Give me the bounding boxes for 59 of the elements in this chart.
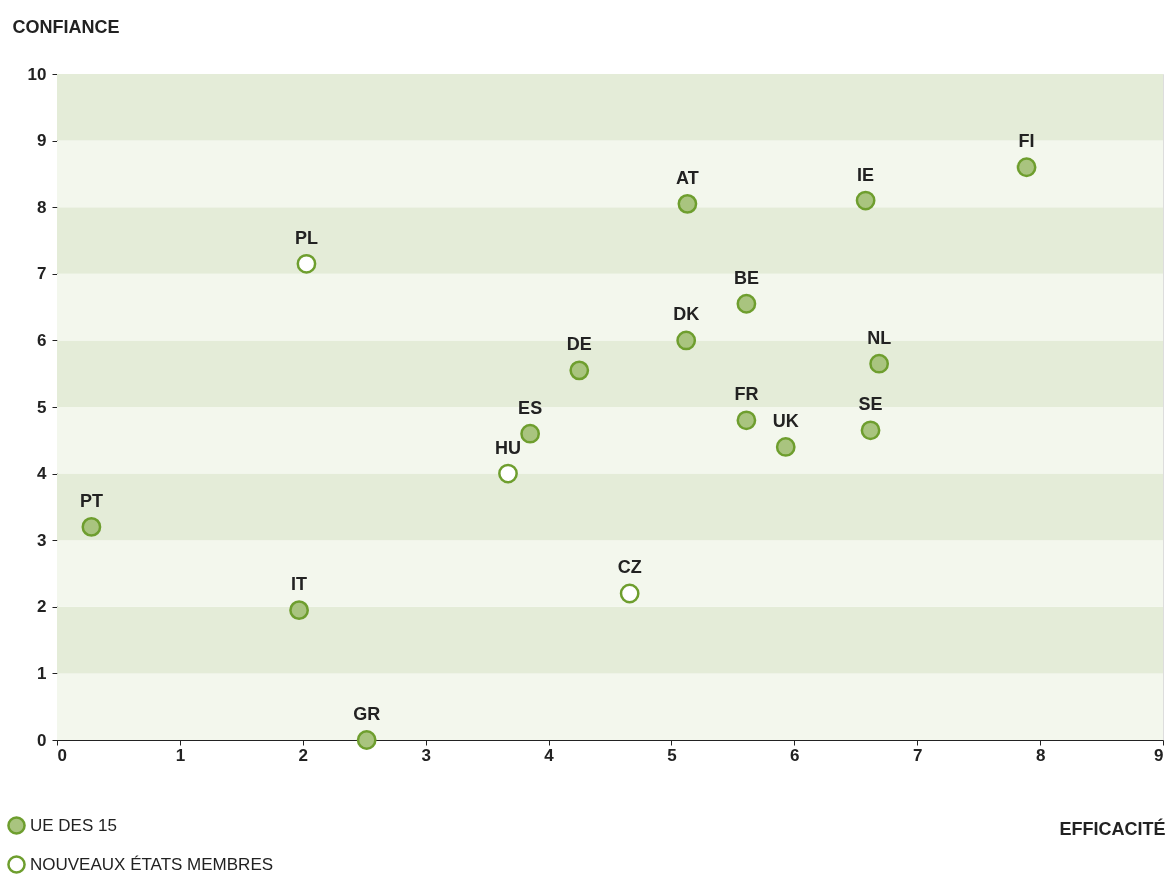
point xyxy=(775,437,796,457)
y-tick-label: 10 xyxy=(27,64,47,84)
data-label: AT xyxy=(676,167,699,188)
x-tick-label: 1 xyxy=(175,745,186,765)
data-label: IE xyxy=(857,164,875,185)
data-label: PL xyxy=(294,227,318,248)
point xyxy=(736,410,757,431)
y-tick-label: 6 xyxy=(37,330,47,350)
point xyxy=(289,600,309,621)
data-label: SE xyxy=(858,394,883,415)
y-axis-title: CONFIANCE xyxy=(12,16,120,37)
point xyxy=(736,293,757,314)
legend-label: UE DES 15 xyxy=(30,815,117,835)
x-tick-label: 2 xyxy=(298,745,309,765)
y-tick-label: 7 xyxy=(37,264,47,284)
data-label: IT xyxy=(291,574,308,595)
data-label: FR xyxy=(734,384,759,405)
data-label: CZ xyxy=(617,557,642,578)
point xyxy=(356,730,377,750)
data-label: HU xyxy=(495,437,521,458)
y-tick-label: 9 xyxy=(37,131,47,151)
point xyxy=(498,463,518,484)
point xyxy=(296,253,317,274)
data-label: DE xyxy=(566,334,592,355)
data-label: BE xyxy=(733,267,759,288)
x-tick-label: 4 xyxy=(544,745,555,765)
data-label: ES xyxy=(518,397,543,418)
point xyxy=(676,330,697,351)
data-label: FI xyxy=(1018,131,1035,152)
data-label: PT xyxy=(79,490,103,511)
data-label: DK xyxy=(673,304,700,325)
x-tick-label: 9 xyxy=(1154,745,1164,765)
point xyxy=(1016,157,1037,178)
point xyxy=(619,583,640,604)
y-tick-label: 0 xyxy=(37,730,47,750)
point xyxy=(860,420,881,441)
point xyxy=(81,516,102,537)
point xyxy=(869,353,890,374)
point xyxy=(855,190,876,211)
y-tick-label: 2 xyxy=(37,597,47,617)
x-tick-label: 7 xyxy=(912,745,923,765)
x-tick-label: 3 xyxy=(421,745,431,765)
data-label: NL xyxy=(867,327,892,348)
point xyxy=(569,360,590,381)
x-tick-label: 5 xyxy=(667,745,677,765)
point xyxy=(677,193,698,214)
y-tick-label: 1 xyxy=(37,663,47,683)
data-label: GR xyxy=(353,704,381,724)
x-tick-label: 6 xyxy=(790,745,800,765)
y-tick-label: 4 xyxy=(37,464,48,484)
x-axis-title: EFFICACITÉ xyxy=(1059,817,1166,839)
x-tick-label: 8 xyxy=(1035,745,1046,765)
x-tick-label: 0 xyxy=(57,745,67,765)
point xyxy=(520,423,541,444)
y-tick-label: 5 xyxy=(37,397,47,417)
data-label: UK xyxy=(772,410,799,431)
y-tick-label: 8 xyxy=(37,197,47,217)
y-tick-label: 3 xyxy=(37,530,47,550)
legend-label: NOUVEAUX ÉTATS MEMBRES xyxy=(30,854,274,874)
